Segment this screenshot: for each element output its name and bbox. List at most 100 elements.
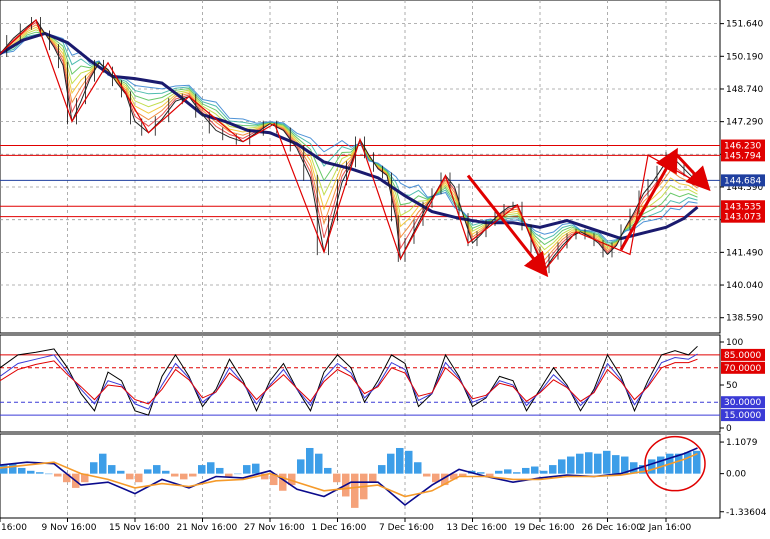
- osc-level-tag: [721, 361, 765, 374]
- macd-histogram-bar: [612, 455, 620, 474]
- macd-histogram-bar: [567, 456, 575, 474]
- macd-histogram-bar: [90, 462, 98, 474]
- macd-histogram-bar: [630, 462, 638, 474]
- macd-histogram-bar: [45, 473, 53, 475]
- macd-histogram-bar: [576, 453, 584, 474]
- macd-histogram-bar: [216, 467, 224, 474]
- macd-histogram-bar: [207, 462, 215, 474]
- macd-histogram-bar: [234, 473, 242, 475]
- macd-histogram-bar: [36, 472, 44, 474]
- macd-histogram-bar: [405, 450, 413, 474]
- macd-histogram-bar: [603, 450, 611, 474]
- macd-histogram-bar: [504, 469, 512, 474]
- x-tick-label: 2 Jan 16:00: [640, 523, 692, 533]
- zigzag-layer: [0, 18, 698, 272]
- macd-histogram-bar: [153, 465, 161, 474]
- macd-histogram-bar: [54, 473, 62, 477]
- macd-histogram-bar: [324, 467, 332, 474]
- macd-histogram-bar: [162, 470, 170, 474]
- y-tick-label: 138.590: [726, 314, 763, 324]
- macd-histogram-bar: [513, 472, 521, 474]
- macd-histogram-bar: [414, 462, 422, 474]
- osc-y-tick-label: 50: [726, 381, 738, 391]
- macd-signal-line: [0, 452, 698, 498]
- macd-histogram-bar: [549, 465, 557, 474]
- price-level-label: 145.794: [724, 151, 761, 161]
- y-tick-label: 151.640: [726, 20, 763, 30]
- macd-layer: [0, 435, 706, 508]
- price-level-tag: [721, 139, 765, 152]
- macd-histogram-bar: [450, 473, 458, 480]
- macd-histogram-bar: [0, 465, 8, 474]
- macd-histogram-bar: [684, 452, 692, 474]
- oscillator-layer: [0, 345, 698, 416]
- macd-histogram-bar: [432, 473, 440, 483]
- oscillator-line: [0, 358, 698, 405]
- macd-histogram-bar: [378, 465, 386, 474]
- trend-arrow: [619, 147, 678, 251]
- price-level-tag: [721, 149, 765, 162]
- macd-histogram-bar: [477, 472, 485, 474]
- price-panel-frame: [0, 0, 721, 334]
- levels-layer: [0, 145, 720, 416]
- zigzag-line: [0, 18, 698, 272]
- macd-histogram-bar: [558, 459, 566, 474]
- price-level-label: 143.073: [724, 213, 761, 223]
- macd-histogram-bar: [261, 473, 269, 480]
- y-tick-label: 148.740: [726, 85, 763, 95]
- macd-histogram-bar: [252, 463, 260, 474]
- x-tick-label: 1 Dec 16:00: [312, 523, 367, 533]
- macd-histogram-bar: [297, 459, 305, 474]
- osc-level-tag: [721, 409, 765, 422]
- macd-histogram-bar: [585, 452, 593, 474]
- osc-level-tag: [721, 396, 765, 409]
- macd-histogram-bar: [270, 473, 278, 486]
- osc-level-label: 30.0000: [724, 398, 761, 408]
- arrows-layer: [466, 147, 711, 278]
- macd-histogram-bar: [180, 473, 188, 480]
- macd-histogram-bar: [9, 463, 17, 474]
- macd-histogram-bar: [117, 470, 125, 474]
- price-level-label: 146.230: [724, 142, 761, 152]
- macd-histogram-bar: [657, 456, 665, 474]
- osc-level-label: 70.0000: [724, 364, 761, 374]
- x-tick-label: 15 Nov 16:00: [109, 523, 170, 533]
- macd-histogram-bar: [531, 466, 539, 474]
- macd-histogram-bar: [495, 470, 503, 474]
- macd-histogram-bar: [99, 453, 107, 474]
- oscillator-panel-frame: [0, 334, 721, 433]
- y-axis-layer: 151.640150.190148.740147.290145.840144.3…: [720, 20, 767, 518]
- y-tick-label: 147.290: [726, 118, 763, 128]
- osc-y-tick-label: 0: [726, 424, 732, 434]
- macd-histogram-bar: [18, 467, 26, 474]
- macd-histogram-bar: [333, 473, 341, 483]
- macd-histogram-bar: [198, 465, 206, 474]
- macd-histogram-bar: [675, 453, 683, 474]
- x-tick-label: 19 Dec 16:00: [514, 523, 575, 533]
- macd-histogram-bar: [27, 470, 35, 474]
- macd-histogram-bar: [144, 469, 152, 474]
- macd-histogram-bar: [441, 473, 449, 486]
- macd-histogram-bar: [594, 453, 602, 474]
- x-tick-label: 26 Dec 16:00: [582, 523, 643, 533]
- highlight-ellipse: [644, 435, 706, 492]
- macd-y-tick-label: 1.1079: [726, 438, 758, 448]
- macd-histogram-bar: [639, 465, 647, 474]
- macd-histogram-bar: [279, 473, 287, 491]
- macd-histogram-bar: [126, 473, 134, 480]
- grid-layer: [0, 0, 720, 518]
- macd-histogram-bar: [306, 447, 314, 474]
- macd-histogram-bar: [540, 470, 548, 474]
- macd-histogram-bar: [423, 473, 431, 477]
- osc-level-tag: [721, 348, 765, 361]
- price-level-label: 144.684: [724, 176, 761, 186]
- x-tick-label: 7 Dec 16:00: [379, 523, 434, 533]
- macd-histogram-bar: [396, 447, 404, 474]
- macd-histogram-bar: [288, 473, 296, 486]
- macd-histogram-bar: [108, 465, 116, 474]
- macd-histogram-bar: [693, 450, 701, 474]
- macd-histogram-bar: [81, 473, 89, 483]
- macd-y-tick-label: -1.33604: [726, 508, 767, 518]
- slow-moving-average-line: [0, 31, 699, 241]
